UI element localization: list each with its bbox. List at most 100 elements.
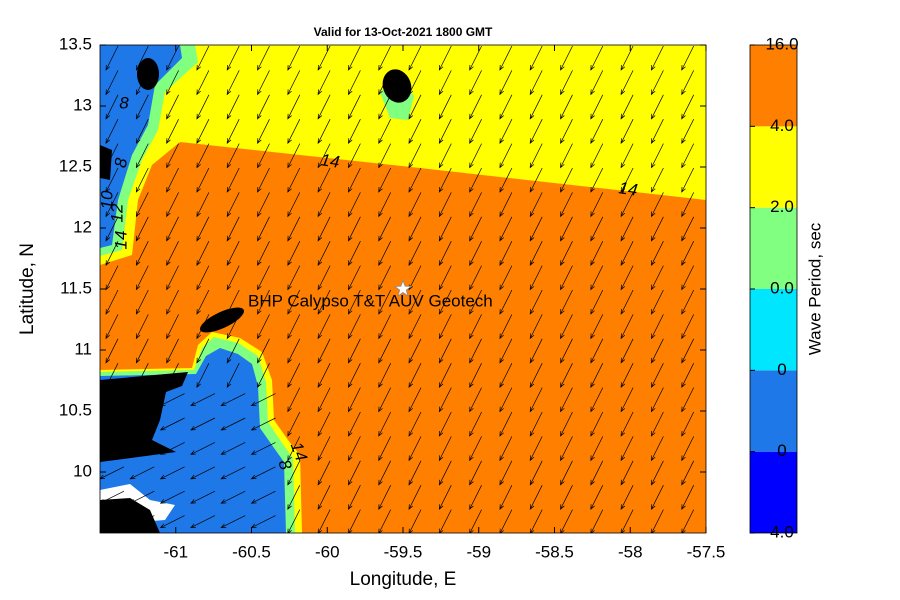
arrow xyxy=(287,216,301,242)
arrow xyxy=(438,387,452,413)
arrow xyxy=(129,442,155,455)
arrow xyxy=(560,460,573,486)
arrow xyxy=(196,94,210,120)
arrow xyxy=(650,460,664,486)
arrow xyxy=(159,466,185,480)
arrow xyxy=(317,119,331,145)
arrow xyxy=(190,515,216,529)
arrow xyxy=(650,289,664,315)
arrow xyxy=(166,241,179,267)
arrow xyxy=(590,436,604,462)
arrow xyxy=(438,509,452,533)
arrow xyxy=(250,490,276,504)
arrow xyxy=(529,289,543,315)
arrow xyxy=(650,70,664,96)
arrow xyxy=(348,509,361,533)
arrow xyxy=(650,363,664,389)
arrow xyxy=(257,216,270,242)
arrow xyxy=(287,192,301,218)
arrow xyxy=(529,509,543,533)
arrow xyxy=(100,442,125,455)
arrow xyxy=(100,466,125,480)
arrow xyxy=(620,314,634,340)
arrow xyxy=(408,338,422,364)
arrow xyxy=(650,167,664,193)
arrow xyxy=(469,387,482,413)
arrow xyxy=(590,509,604,533)
arrow xyxy=(469,94,482,120)
arrow xyxy=(681,411,695,437)
arrow xyxy=(469,241,482,267)
arrow xyxy=(438,460,452,486)
y-axis-label: Latitude, N xyxy=(17,243,38,335)
arrow xyxy=(408,485,422,511)
arrow xyxy=(378,241,392,267)
arrow xyxy=(347,94,361,120)
arrow xyxy=(135,241,149,267)
arrow xyxy=(438,363,452,389)
arrow xyxy=(681,192,695,218)
arrow xyxy=(135,192,149,218)
arrow xyxy=(347,70,361,96)
arrow xyxy=(378,45,392,71)
contour-label: 8 xyxy=(119,93,129,112)
arrow xyxy=(620,509,634,533)
arrow xyxy=(469,363,482,389)
arrow xyxy=(469,70,482,96)
arrow xyxy=(408,119,422,145)
arrow xyxy=(499,387,513,413)
arrow xyxy=(650,241,664,267)
contour-label: 10 xyxy=(97,190,116,209)
arrow xyxy=(257,241,270,267)
arrow xyxy=(560,363,573,389)
arrow xyxy=(105,70,119,96)
arrow xyxy=(378,94,392,120)
x-tick-label: -61 xyxy=(163,542,188,561)
arrow xyxy=(590,289,604,315)
arrow xyxy=(650,411,664,437)
arrow xyxy=(159,490,185,504)
arrow xyxy=(499,265,513,291)
arrow xyxy=(287,338,301,364)
arrow xyxy=(166,143,179,169)
arrow xyxy=(105,45,119,71)
arrow xyxy=(196,119,210,145)
arrow xyxy=(590,338,604,364)
x-axis-label: Longitude, E xyxy=(350,569,457,590)
arrow xyxy=(560,411,573,437)
arrow xyxy=(620,411,634,437)
contour-label: 8 xyxy=(111,156,131,169)
arrow xyxy=(529,216,543,242)
arrow xyxy=(620,265,634,291)
arrow xyxy=(166,265,179,291)
arrow xyxy=(560,314,573,340)
arrow xyxy=(469,265,482,291)
arrow xyxy=(590,167,604,193)
arrow xyxy=(250,393,276,407)
arrow xyxy=(469,192,482,218)
arrow xyxy=(378,460,392,486)
arrow xyxy=(378,265,392,291)
arrow xyxy=(590,241,604,267)
arrow xyxy=(378,436,392,462)
arrow xyxy=(226,94,240,120)
map xyxy=(100,45,706,533)
arrow xyxy=(408,94,422,120)
arrow xyxy=(220,490,246,504)
arrow xyxy=(159,515,185,529)
arrow xyxy=(196,70,210,96)
arrow xyxy=(650,265,664,291)
arrow xyxy=(317,509,331,533)
arrow xyxy=(681,45,695,71)
x-tick-label: -59.5 xyxy=(384,542,423,561)
arrow xyxy=(408,363,422,389)
arrow xyxy=(469,436,482,462)
arrow xyxy=(105,192,119,218)
colorbar-label: Wave Period, sec xyxy=(805,222,824,355)
island xyxy=(382,69,412,103)
arrow xyxy=(438,119,452,145)
arrow xyxy=(469,167,482,193)
arrow xyxy=(620,436,634,462)
arrow xyxy=(317,70,331,96)
arrow xyxy=(499,411,513,437)
